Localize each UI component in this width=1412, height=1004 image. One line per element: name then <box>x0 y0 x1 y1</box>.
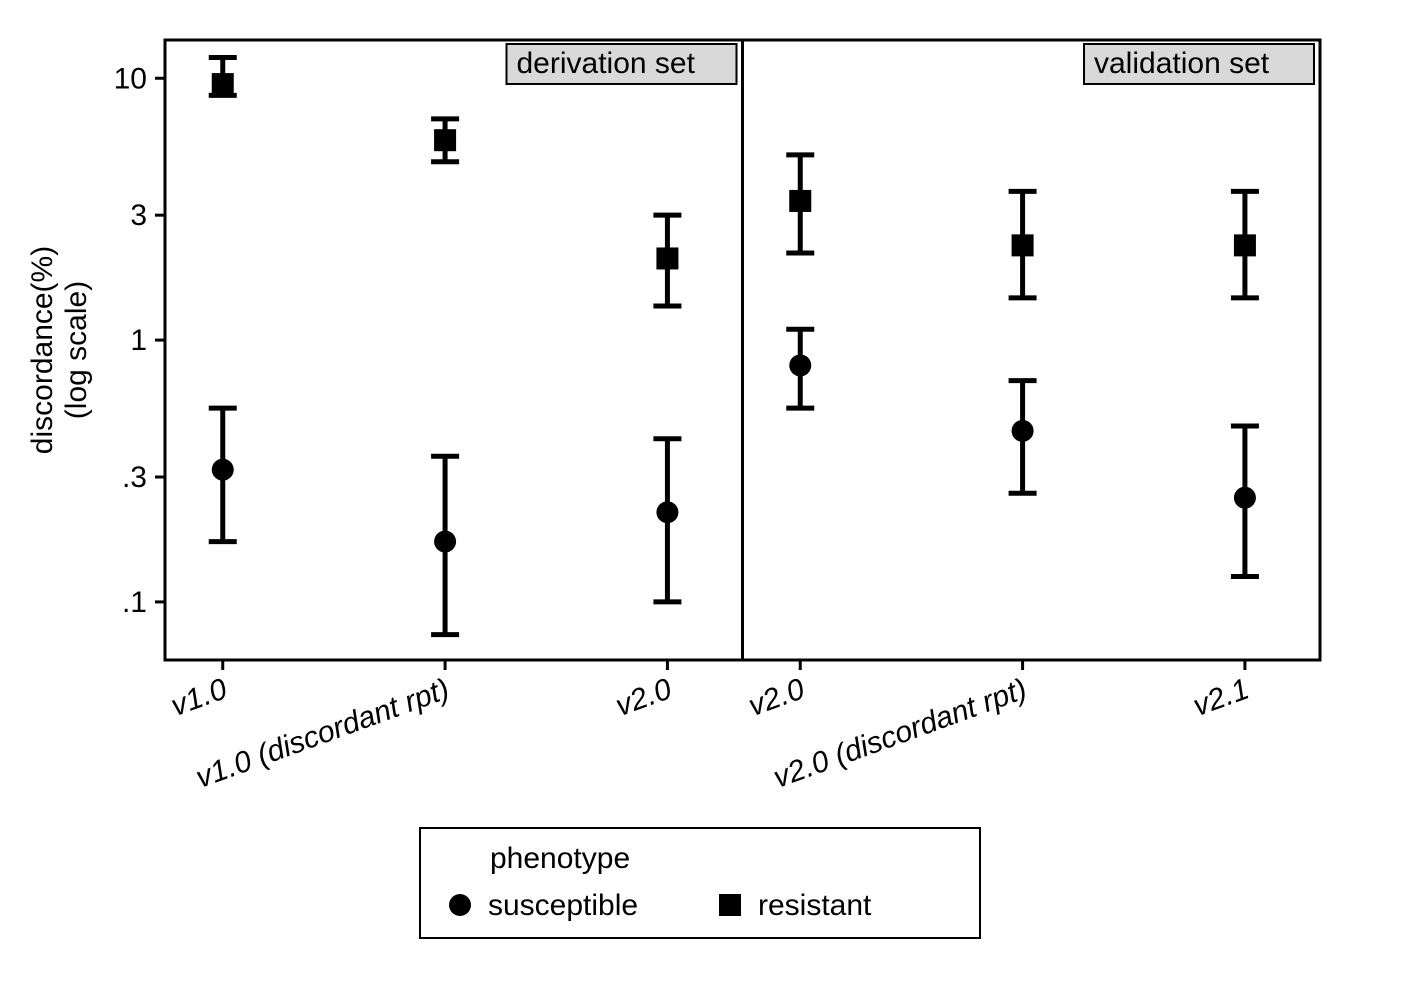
svg-text:v1.0 (discordant rpt): v1.0 (discordant rpt) <box>192 672 454 794</box>
legend-label: resistant <box>758 889 872 922</box>
marker-circle <box>212 459 234 481</box>
legend-marker-square <box>719 894 741 916</box>
legend-label: susceptible <box>488 889 638 922</box>
svg-text:v1.0: v1.0 <box>167 672 232 723</box>
svg-text:discordance(%): discordance(%) <box>26 246 59 454</box>
panel-frame <box>743 40 1321 660</box>
y-tick-label: 10 <box>114 62 147 95</box>
marker-circle <box>789 354 811 376</box>
marker-square <box>212 73 234 95</box>
marker-square <box>1012 234 1034 256</box>
marker-circle <box>656 501 678 523</box>
marker-square <box>789 190 811 212</box>
legend-title: phenotype <box>490 842 630 875</box>
y-tick-label: 3 <box>130 199 147 232</box>
y-tick-label: .1 <box>122 586 147 619</box>
panel-title: validation set <box>1094 47 1270 80</box>
marker-square <box>434 129 456 151</box>
marker-square <box>656 247 678 269</box>
legend-marker-circle <box>449 894 471 916</box>
x-tick-label: v2.1 <box>1189 672 1254 722</box>
y-tick-label: 1 <box>130 324 147 357</box>
marker-circle <box>1012 420 1034 442</box>
x-tick-label: v2.0 <box>611 672 676 723</box>
panel-title: derivation set <box>517 47 696 80</box>
svg-text:v2.0: v2.0 <box>744 672 809 723</box>
svg-text:v2.0 (discordant rpt): v2.0 (discordant rpt) <box>769 672 1031 794</box>
discordance-chart: .1 .3 1 3 10 discordance(%)(log scale) v1.0v1.… <box>0 0 1412 1004</box>
x-tick-label: v1.0 (discordant rpt) <box>192 672 454 794</box>
x-tick-label: v2.0 <box>744 672 809 723</box>
marker-circle <box>434 531 456 553</box>
y-tick-label: .3 <box>122 461 147 494</box>
marker-circle <box>1234 487 1256 509</box>
x-tick-label: v1.0 <box>167 672 232 723</box>
marker-square <box>1234 234 1256 256</box>
svg-text:v2.1: v2.1 <box>1189 672 1254 722</box>
svg-text:v2.0: v2.0 <box>611 672 676 723</box>
y-axis-label: discordance(%)(log scale) <box>26 246 93 454</box>
svg-text:(log scale): (log scale) <box>60 281 93 419</box>
x-tick-label: v2.0 (discordant rpt) <box>769 672 1031 794</box>
